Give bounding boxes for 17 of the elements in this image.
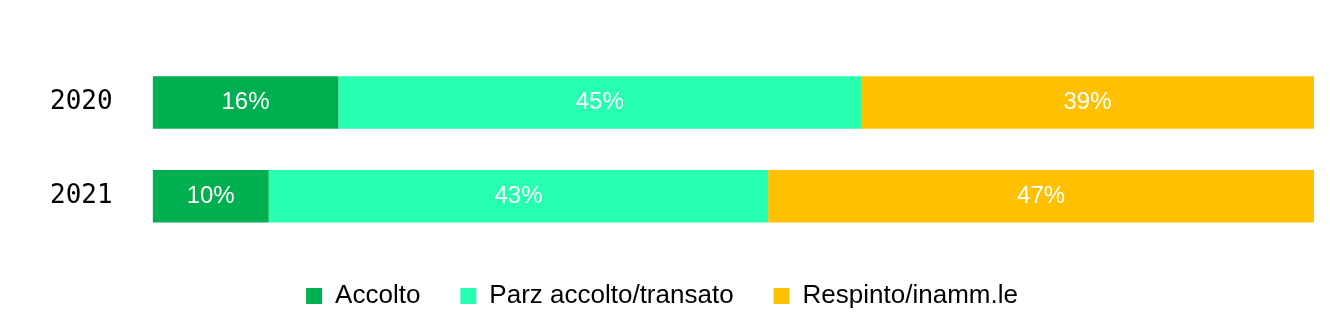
- legend-label: Parz accolto/transato: [489, 279, 734, 310]
- data-label: 47%: [1017, 180, 1066, 208]
- data-label: 10%: [186, 180, 235, 208]
- bar: [768, 169, 1314, 223]
- bar: [268, 169, 769, 223]
- data-label: 45%: [575, 87, 624, 115]
- legend-label: Accolto: [335, 279, 421, 310]
- data-label: 16%: [221, 87, 270, 115]
- legend-label: Respinto/inamm.le: [802, 279, 1018, 310]
- bar: [152, 169, 269, 223]
- bar: [152, 76, 339, 129]
- data-label: 43%: [494, 180, 543, 208]
- y-tick-label: 2020: [49, 85, 113, 116]
- bar: [338, 76, 862, 129]
- y-tick-label: 2021: [49, 178, 113, 209]
- bar: [861, 76, 1314, 129]
- data-label: 39%: [1063, 87, 1112, 115]
